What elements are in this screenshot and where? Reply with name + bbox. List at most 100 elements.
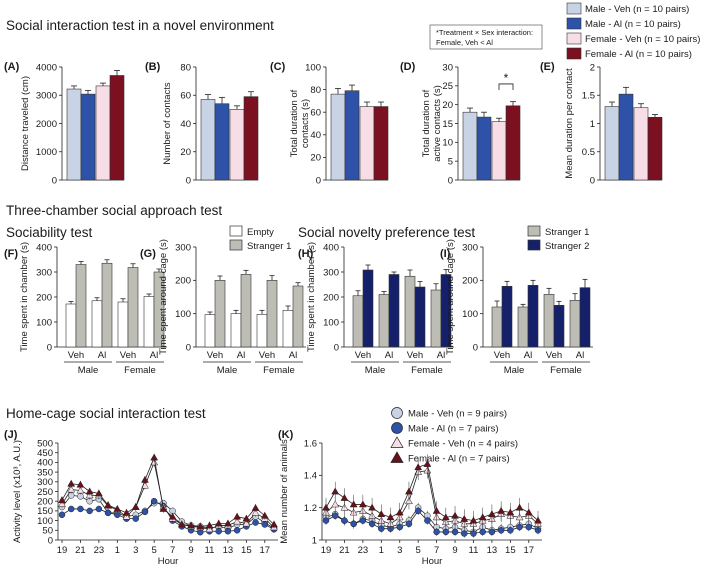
chart-panel-8: (I)Time spent around cage (s) 0 100 200 300 V… xyxy=(440,239,593,376)
group-label: Male xyxy=(365,365,386,376)
bar xyxy=(569,300,581,348)
y-tick-label: 25 xyxy=(442,81,453,92)
data-point xyxy=(469,516,478,524)
bar xyxy=(501,286,513,348)
axis-label-y: Total duration of xyxy=(421,89,432,157)
data-point xyxy=(58,496,66,504)
y-tick-label: 15 xyxy=(442,119,453,130)
x-tick-label: Veh xyxy=(259,350,275,361)
data-point xyxy=(349,500,358,508)
y-tick-label: 1.6 xyxy=(304,438,317,449)
data-point xyxy=(159,504,168,512)
x-tick-label: 19 xyxy=(321,545,332,556)
group-label: Female xyxy=(263,365,295,376)
x-tick-label: 3 xyxy=(133,545,138,556)
data-point xyxy=(177,520,186,528)
bar xyxy=(362,269,374,348)
y-tick-label: 1.5 xyxy=(582,91,595,102)
annotation-line-2: Female, Veh < Al xyxy=(436,38,493,47)
data-point xyxy=(432,506,441,514)
axis-label-y: Time spent in chamber (s) xyxy=(306,242,317,352)
chart-panel-1: (B)Number of contacts 0 20 40 60 80 xyxy=(145,61,259,186)
data-point xyxy=(368,503,377,511)
legend-swatch xyxy=(566,2,582,15)
bar xyxy=(75,264,87,348)
x-tick-label: Al xyxy=(524,350,532,361)
x-tick-label: 9 xyxy=(188,545,193,556)
data-point xyxy=(86,507,93,515)
data-point xyxy=(433,528,440,536)
bar xyxy=(633,107,649,181)
y-tick-label: 4000 xyxy=(36,62,57,73)
y-tick-label: 60 xyxy=(180,91,191,102)
bar xyxy=(404,275,416,348)
data-point xyxy=(322,503,330,511)
data-point xyxy=(150,453,159,461)
y-tick-label: 10 xyxy=(442,138,453,149)
panel-label: (F) xyxy=(4,248,18,260)
charts: (A)Distance traveled (cm)010002000300040… xyxy=(4,61,663,567)
y-tick-label: 20 xyxy=(180,147,191,158)
data-point xyxy=(487,510,496,517)
legend-swatch xyxy=(566,17,582,30)
legend-label: Stranger 2 xyxy=(545,241,589,252)
axis-label-y: Total duration of xyxy=(289,89,300,157)
bar xyxy=(282,310,294,348)
bar xyxy=(204,314,216,348)
axis-label-y: Activity level (x10³, A.U.) xyxy=(12,440,23,543)
y-tick-label: 100 xyxy=(175,309,191,320)
bar xyxy=(101,262,113,348)
data-point xyxy=(451,511,459,519)
bar xyxy=(517,306,529,348)
bar xyxy=(359,106,375,181)
x-tick-label: 17 xyxy=(259,545,270,556)
data-point xyxy=(67,505,75,513)
axis-label-y: Distance traveled (cm) xyxy=(20,76,31,171)
significance-bracket xyxy=(498,83,514,90)
y-tick-label: 500 xyxy=(37,438,53,449)
axis-label-y: Mean duration per contact xyxy=(564,68,575,179)
bar xyxy=(256,314,268,348)
data-point xyxy=(377,510,386,517)
section-title-novel-environment: Social interaction test in a novel envir… xyxy=(6,18,274,33)
data-point xyxy=(168,512,177,520)
data-point xyxy=(252,519,259,526)
series-line xyxy=(325,507,539,533)
data-point xyxy=(141,475,149,483)
y-tick-label: 0 xyxy=(316,175,321,186)
chart-panel-4: (E) Mean duration per contact 0 0.5 1 1.5 2 xyxy=(540,61,663,186)
data-point xyxy=(358,500,367,508)
bar xyxy=(229,109,245,181)
y-tick-label: 0 xyxy=(48,535,53,546)
y-tick-label: 300 xyxy=(37,477,53,488)
y-tick-label: 5 xyxy=(448,156,453,167)
chart-panel-7: (H)Time spent in chamber (s) 0 100 200 300 40… xyxy=(298,242,454,376)
series-line xyxy=(325,470,539,525)
axis-label-y: Time spent around cage (s) xyxy=(445,239,456,355)
y-tick-label: 300 xyxy=(36,267,52,278)
x-tick-label: Veh xyxy=(407,350,423,361)
panel-label: (I) xyxy=(440,248,451,260)
group-label: Female xyxy=(550,365,582,376)
group-label: Male xyxy=(217,365,238,376)
data-point xyxy=(85,487,94,495)
bar xyxy=(618,93,634,181)
legend-marker xyxy=(390,436,404,448)
y-tick-label: 0 xyxy=(186,175,191,186)
data-point xyxy=(405,487,413,495)
bar xyxy=(604,106,620,181)
legend-label: Male - Veh (n = 10 pairs) xyxy=(585,4,689,15)
x-tick-label: 15 xyxy=(505,545,516,556)
y-tick-label: 1000 xyxy=(36,147,57,158)
y-tick-label: 200 xyxy=(175,276,191,287)
panel-label: (C) xyxy=(270,61,286,73)
x-tick-label: 5 xyxy=(152,545,157,556)
data-point xyxy=(341,517,348,524)
y-tick-label: 150 xyxy=(37,506,53,517)
x-tick-label: Veh xyxy=(207,350,223,361)
bar xyxy=(143,296,155,348)
y-tick-label: 0 xyxy=(334,342,339,353)
data-point xyxy=(451,528,459,536)
legend-label: Female - Veh (n = 4 pairs) xyxy=(408,439,518,450)
annotation-box: *Treatment × Sex interaction: Female, Ve… xyxy=(429,24,543,50)
